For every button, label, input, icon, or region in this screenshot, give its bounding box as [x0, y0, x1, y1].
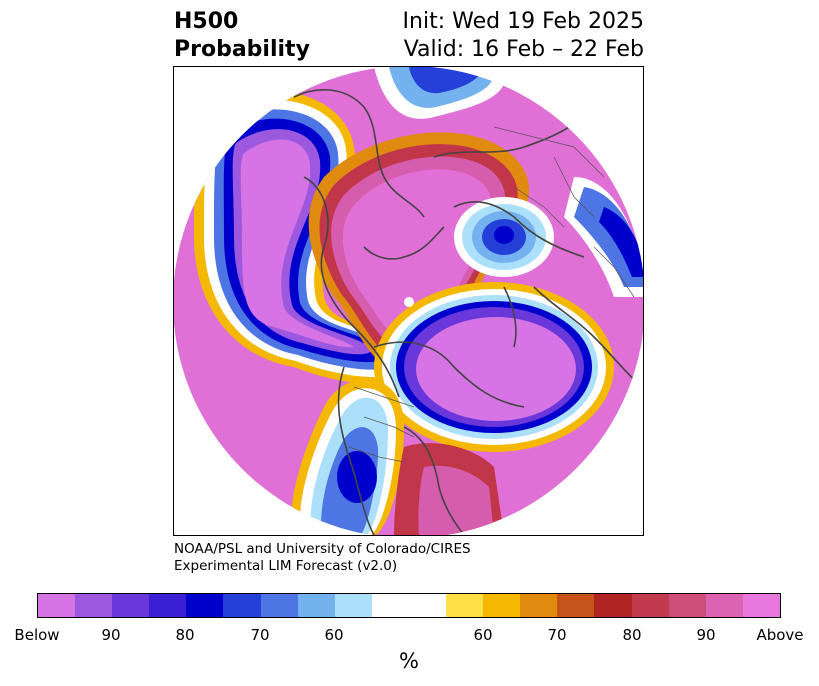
- credit-line-1: NOAA/PSL and University of Colorado/CIRE…: [174, 541, 471, 557]
- colorbar-swatch: [408, 594, 447, 617]
- positive-anomaly-us-east: [394, 443, 504, 535]
- colorbar-tick-label: 60: [324, 626, 344, 644]
- colorbar-tick-label: 90: [696, 626, 716, 644]
- colorbar-tick-label: 70: [547, 626, 567, 644]
- colorbar-tick-label: 60: [473, 626, 493, 644]
- colorbar-tick-label: 80: [175, 626, 195, 644]
- credit-line-2: Experimental LIM Forecast (v2.0): [174, 558, 398, 574]
- negative-anomaly-siberia: [454, 197, 554, 277]
- north-pole-marker: [404, 297, 414, 307]
- colorbar-swatch: [631, 594, 669, 617]
- colorbar-swatch: [483, 594, 521, 617]
- colorbar-swatch: [75, 594, 113, 617]
- init-date: Init: Wed 19 Feb 2025: [402, 9, 644, 34]
- colorbar-swatch: [705, 594, 743, 617]
- colorbar-swatch: [186, 594, 224, 617]
- colorbar: [37, 593, 781, 618]
- colorbar-swatch: [38, 594, 76, 617]
- colorbar-swatch: [520, 594, 558, 617]
- title-right: Init: Wed 19 Feb 2025 Valid: 16 Feb – 22…: [403, 8, 644, 64]
- colorbar-swatch: [297, 594, 335, 617]
- valid-range: Valid: 16 Feb – 22 Feb: [403, 37, 644, 62]
- negative-anomaly-atlantic: [374, 282, 614, 452]
- colorbar-tick-label: Below: [14, 626, 60, 644]
- title-left: H500 Probability: [174, 8, 310, 64]
- field-name: H500: [174, 9, 239, 34]
- negative-anomaly-us-west: [291, 379, 404, 535]
- colorbar-swatch: [446, 594, 484, 617]
- polar-map-svg: [174, 67, 643, 535]
- colorbar-tick-label: 80: [622, 626, 642, 644]
- positive-anomaly-arctic: [308, 132, 530, 378]
- colorbar-swatch: [742, 594, 780, 617]
- negative-anomaly-west: [194, 90, 415, 385]
- colorbar-tick-label: 70: [250, 626, 270, 644]
- colorbar-swatch: [149, 594, 187, 617]
- probability-map: [173, 66, 644, 536]
- negative-anomaly-pacific-top: [374, 67, 506, 119]
- colorbar-unit: %: [399, 649, 419, 673]
- colorbar-swatch: [557, 594, 595, 617]
- colorbar-swatch: [112, 594, 150, 617]
- colorbar-swatch: [223, 594, 261, 617]
- borders: [348, 126, 635, 463]
- credit: NOAA/PSL and University of Colorado/CIRE…: [174, 541, 471, 575]
- colorbar-swatch: [334, 594, 372, 617]
- colorbar-tick-label: 90: [101, 626, 121, 644]
- product-name: Probability: [174, 37, 310, 62]
- colorbar-swatch: [594, 594, 632, 617]
- colorbar-swatch: [260, 594, 298, 617]
- colorbar-tick-label: Above: [756, 626, 804, 644]
- colorbar-swatch: [371, 594, 409, 617]
- colorbar-swatch: [668, 594, 706, 617]
